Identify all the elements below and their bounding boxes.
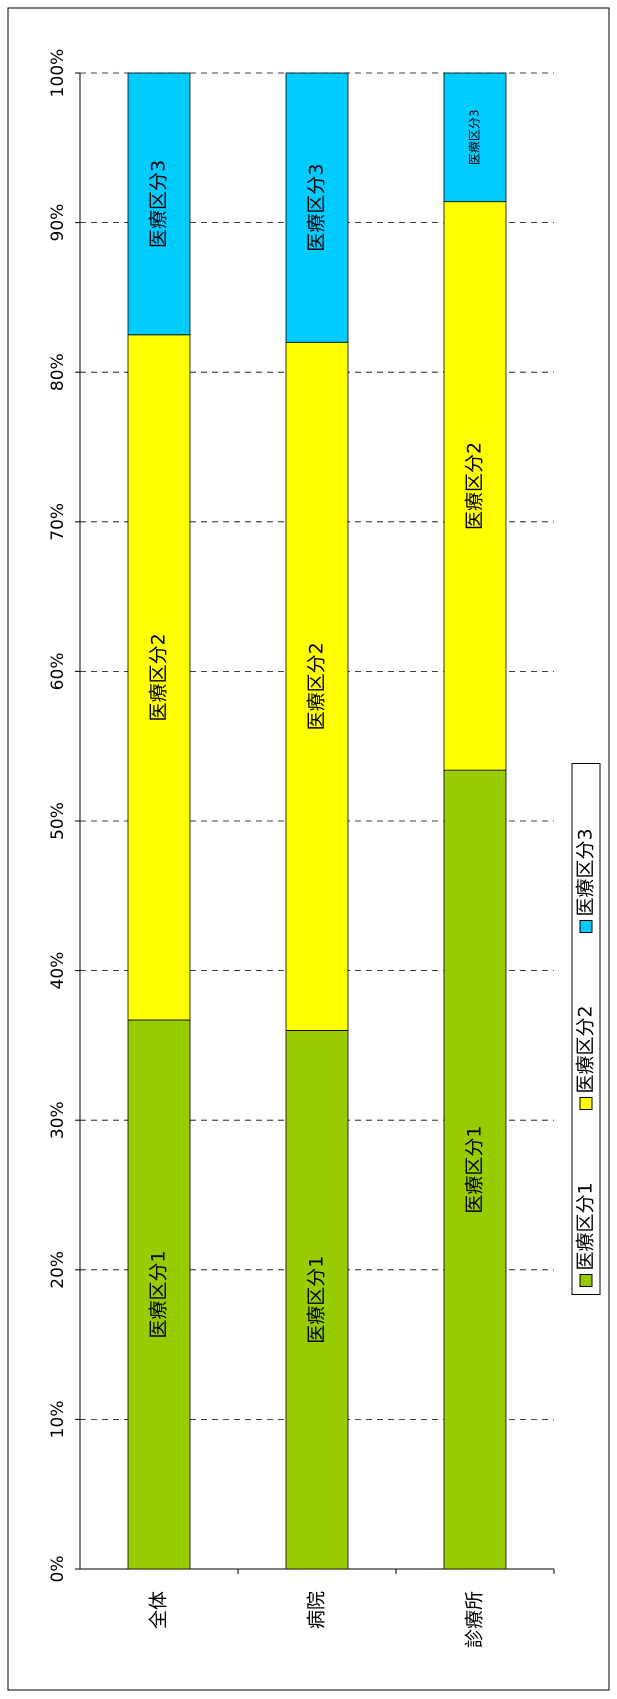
legend-label: 医療区分2 <box>575 1005 597 1093</box>
y-tick-label: 20% <box>48 1251 68 1289</box>
data-label: 医療区分2 <box>306 642 328 730</box>
y-tick-label: 30% <box>48 1101 68 1139</box>
legend-swatch <box>579 1097 593 1110</box>
bar-segment <box>443 72 507 203</box>
y-tick-label: 80% <box>48 353 68 391</box>
legend-box <box>571 763 601 1295</box>
data-label: 医療区分1 <box>306 1256 328 1344</box>
x-tick-label: 診療所 <box>464 1591 486 1648</box>
y-tick-label: 50% <box>48 802 68 840</box>
data-label: 医療区分3 <box>468 110 482 166</box>
y-tick-label: 40% <box>48 952 68 990</box>
legend-label: 医療区分1 <box>575 1182 597 1270</box>
y-tick-label: 0% <box>48 1556 68 1583</box>
x-tick-label: 全体 <box>148 1591 170 1629</box>
y-tick-label: 70% <box>48 503 68 541</box>
bar-segment <box>285 72 349 343</box>
data-label: 医療区分3 <box>306 164 328 252</box>
y-tick-label: 90% <box>48 204 68 242</box>
data-label: 医療区分1 <box>464 1126 486 1214</box>
y-tick-label: 100% <box>48 49 68 98</box>
data-label: 医療区分1 <box>148 1250 170 1338</box>
legend-swatch <box>579 1274 593 1287</box>
data-label: 医療区分2 <box>148 633 170 721</box>
y-tick-label: 10% <box>48 1401 68 1439</box>
y-tick-label: 60% <box>48 653 68 691</box>
legend-swatch <box>579 920 593 933</box>
data-label: 医療区分2 <box>464 442 486 530</box>
plot: 0% 10% 20% 30% 40% 50% 60% 70% 80% 90% 100% 全体 医療区分1… <box>48 49 601 1648</box>
legend-label: 医療区分3 <box>575 828 597 916</box>
bar-segment <box>127 72 191 336</box>
x-tick-label: 病院 <box>306 1591 328 1629</box>
data-label: 医療区分3 <box>148 160 170 248</box>
